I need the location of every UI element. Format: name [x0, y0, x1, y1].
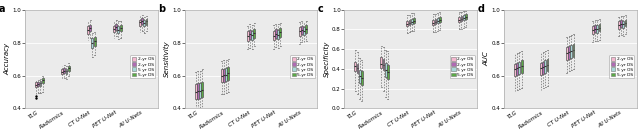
- PathPatch shape: [545, 60, 547, 73]
- PathPatch shape: [465, 14, 467, 19]
- PathPatch shape: [408, 20, 410, 25]
- PathPatch shape: [251, 31, 253, 40]
- Text: d: d: [477, 4, 484, 14]
- PathPatch shape: [355, 62, 356, 71]
- PathPatch shape: [63, 68, 65, 73]
- PathPatch shape: [301, 26, 303, 34]
- PathPatch shape: [113, 26, 115, 32]
- PathPatch shape: [521, 60, 522, 73]
- PathPatch shape: [65, 69, 67, 74]
- PathPatch shape: [223, 69, 225, 82]
- PathPatch shape: [247, 31, 248, 41]
- PathPatch shape: [516, 63, 518, 75]
- PathPatch shape: [42, 78, 44, 83]
- PathPatch shape: [253, 29, 255, 38]
- PathPatch shape: [141, 18, 143, 24]
- PathPatch shape: [433, 20, 434, 25]
- PathPatch shape: [547, 59, 548, 71]
- PathPatch shape: [540, 63, 542, 75]
- PathPatch shape: [623, 21, 624, 28]
- PathPatch shape: [303, 27, 305, 35]
- PathPatch shape: [68, 66, 70, 71]
- Text: a: a: [0, 4, 5, 14]
- PathPatch shape: [143, 20, 145, 26]
- PathPatch shape: [458, 17, 460, 22]
- PathPatch shape: [273, 31, 275, 40]
- PathPatch shape: [387, 65, 389, 79]
- PathPatch shape: [411, 19, 413, 24]
- PathPatch shape: [93, 37, 95, 46]
- PathPatch shape: [406, 21, 408, 26]
- Legend: 2-yr OS, 2-yr DS, 5 yr OS, 5-yr DS: 2-yr OS, 2-yr DS, 5 yr OS, 5-yr DS: [290, 55, 315, 78]
- Y-axis label: Accuracy: Accuracy: [4, 43, 11, 75]
- PathPatch shape: [227, 67, 229, 80]
- Y-axis label: AUC: AUC: [484, 52, 490, 66]
- PathPatch shape: [380, 57, 382, 68]
- PathPatch shape: [61, 69, 63, 74]
- PathPatch shape: [299, 27, 301, 36]
- Y-axis label: Specificity: Specificity: [324, 41, 330, 77]
- PathPatch shape: [305, 25, 307, 33]
- Text: c: c: [318, 4, 324, 14]
- PathPatch shape: [568, 46, 570, 59]
- PathPatch shape: [202, 82, 204, 97]
- PathPatch shape: [249, 30, 251, 39]
- PathPatch shape: [436, 18, 438, 23]
- PathPatch shape: [87, 26, 89, 34]
- PathPatch shape: [197, 83, 199, 99]
- PathPatch shape: [115, 24, 117, 30]
- PathPatch shape: [439, 17, 441, 22]
- PathPatch shape: [413, 18, 415, 23]
- PathPatch shape: [383, 59, 385, 70]
- PathPatch shape: [361, 71, 363, 85]
- PathPatch shape: [279, 28, 281, 37]
- Legend: 2-yr OS, 2-yr DS, 5 yr OS, 5-yr DS: 2-yr OS, 2-yr DS, 5 yr OS, 5-yr DS: [450, 55, 475, 78]
- PathPatch shape: [120, 25, 122, 31]
- PathPatch shape: [275, 29, 276, 38]
- PathPatch shape: [195, 84, 196, 99]
- PathPatch shape: [625, 20, 627, 26]
- PathPatch shape: [277, 30, 279, 39]
- PathPatch shape: [594, 25, 596, 32]
- PathPatch shape: [461, 16, 462, 21]
- PathPatch shape: [139, 20, 141, 26]
- Legend: 2-yr OS, 2-yr DS, 5 yr OS, 5-yr DS: 2-yr OS, 2-yr DS, 5 yr OS, 5-yr DS: [609, 55, 634, 78]
- PathPatch shape: [146, 18, 147, 25]
- Legend: 2-yr OS, 2-yr DS, 5 yr OS, 5-yr DS: 2-yr OS, 2-yr DS, 5 yr OS, 5-yr DS: [131, 55, 156, 78]
- PathPatch shape: [598, 24, 600, 31]
- PathPatch shape: [596, 25, 598, 33]
- PathPatch shape: [221, 69, 223, 82]
- PathPatch shape: [356, 63, 358, 73]
- PathPatch shape: [570, 45, 572, 58]
- PathPatch shape: [463, 15, 465, 20]
- PathPatch shape: [40, 81, 42, 86]
- PathPatch shape: [618, 22, 620, 29]
- PathPatch shape: [225, 68, 227, 81]
- PathPatch shape: [199, 83, 201, 98]
- PathPatch shape: [514, 64, 516, 76]
- PathPatch shape: [542, 62, 544, 74]
- PathPatch shape: [385, 63, 387, 77]
- PathPatch shape: [118, 26, 119, 33]
- Text: b: b: [158, 4, 165, 14]
- PathPatch shape: [92, 38, 93, 48]
- PathPatch shape: [37, 82, 39, 86]
- PathPatch shape: [518, 62, 520, 74]
- PathPatch shape: [435, 19, 436, 24]
- PathPatch shape: [573, 44, 575, 57]
- Y-axis label: Sensitivity: Sensitivity: [164, 41, 170, 77]
- PathPatch shape: [359, 70, 361, 83]
- PathPatch shape: [90, 25, 91, 31]
- PathPatch shape: [620, 20, 622, 27]
- PathPatch shape: [35, 82, 37, 87]
- PathPatch shape: [566, 47, 568, 60]
- PathPatch shape: [592, 26, 594, 34]
